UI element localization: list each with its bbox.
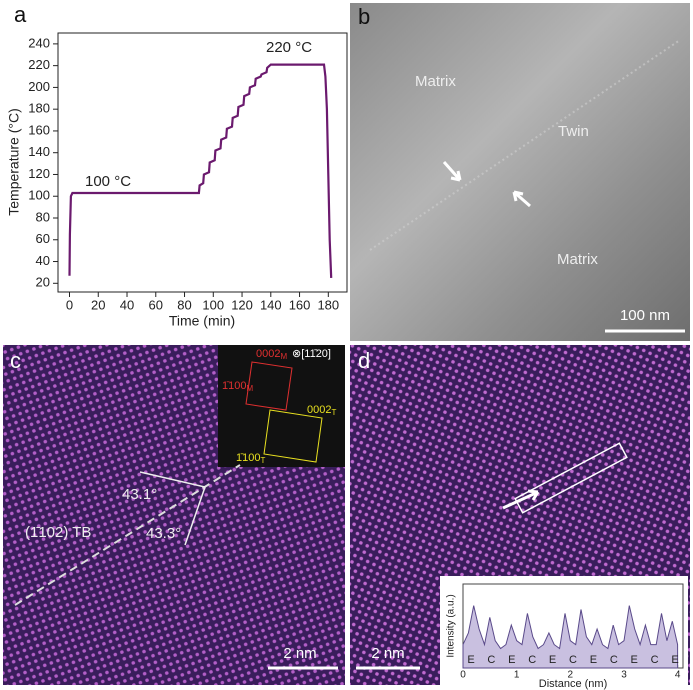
site-label: C	[651, 654, 659, 666]
y-tick-label: 140	[28, 144, 50, 159]
scale-bar-label: 2 nm	[283, 645, 316, 662]
site-label: C	[610, 654, 618, 666]
x-tick-label: 20	[91, 297, 105, 312]
angle-label: 43.1°	[122, 486, 157, 503]
x-tick-label: 160	[289, 297, 311, 312]
panel-label: c	[10, 348, 21, 373]
site-label: E	[671, 654, 678, 666]
x-tick-label: 100	[202, 297, 224, 312]
region-label: Matrix	[557, 251, 598, 268]
site-label: E	[467, 654, 474, 666]
fft-label: 1̄100T	[236, 452, 265, 465]
x-tick-label: 40	[120, 297, 134, 312]
zone-axis: ⊗[11̄20]	[292, 348, 331, 360]
site-label: C	[528, 654, 536, 666]
fft-label: 0002M	[256, 348, 287, 361]
x-tick-label: 0	[460, 670, 466, 681]
y-tick-label: 200	[28, 79, 50, 94]
panel-label: a	[14, 2, 27, 27]
x-tick-label: 2	[568, 670, 574, 681]
x-tick-label: 180	[317, 297, 339, 312]
twin-boundary	[14, 464, 241, 606]
y-tick-label: 120	[28, 166, 50, 181]
site-label: E	[508, 654, 515, 666]
x-tick-label: 0	[66, 297, 73, 312]
annotation: 100 °C	[85, 173, 131, 190]
y-tick-label: 240	[28, 35, 50, 50]
panel-label: d	[358, 348, 370, 373]
x-tick-label: 1	[514, 670, 520, 681]
annotation: 220 °C	[266, 39, 312, 56]
fft-label: 0002T	[307, 404, 336, 417]
panel-label: b	[358, 4, 370, 29]
plot-frame	[57, 32, 348, 293]
x-tick-label: 60	[149, 297, 163, 312]
x-tick-label: 80	[177, 297, 191, 312]
y-tick-label: 40	[36, 253, 50, 268]
site-label: C	[487, 654, 495, 666]
x-tick-label: 140	[260, 297, 282, 312]
y-tick-label: 20	[36, 275, 50, 290]
profile-area	[462, 605, 679, 669]
profile-box	[514, 442, 628, 514]
site-label: E	[549, 654, 556, 666]
site-label: C	[569, 654, 577, 666]
x-axis-label: Time (min)	[169, 313, 235, 329]
y-tick-label: 80	[36, 209, 50, 224]
x-tick-label: 120	[231, 297, 253, 312]
arrow	[502, 489, 540, 510]
y-tick-label: 220	[28, 57, 50, 72]
y-axis-label: Intensity (a.u.)	[446, 594, 457, 657]
y-tick-label: 60	[36, 231, 50, 246]
arrow	[442, 161, 531, 208]
boundary-label: (1̄102) TB	[25, 524, 91, 541]
y-axis-label: Temperature (°C)	[6, 108, 22, 216]
fft-label: 1̄100M	[222, 380, 253, 393]
y-tick-label: 180	[28, 101, 50, 116]
region-label: Matrix	[415, 73, 456, 90]
data-line	[68, 63, 333, 278]
fft-inset	[218, 345, 345, 467]
x-tick-label: 4	[675, 670, 681, 681]
fft-cell	[263, 409, 323, 463]
x-axis-label: Distance (nm)	[539, 678, 607, 690]
angle-label: 43.3°	[146, 525, 181, 542]
scale-bar-label: 2 nm	[371, 645, 404, 662]
scale-bar-label: 100 nm	[620, 307, 670, 324]
x-tick-label: 3	[621, 670, 627, 681]
y-tick-label: 160	[28, 122, 50, 137]
y-tick-label: 100	[28, 188, 50, 203]
site-label: E	[590, 654, 597, 666]
site-label: E	[631, 654, 638, 666]
tem-image	[350, 3, 690, 341]
angle-lines	[139, 471, 206, 546]
region-label: Twin	[558, 123, 589, 140]
fft-cell	[245, 361, 293, 411]
